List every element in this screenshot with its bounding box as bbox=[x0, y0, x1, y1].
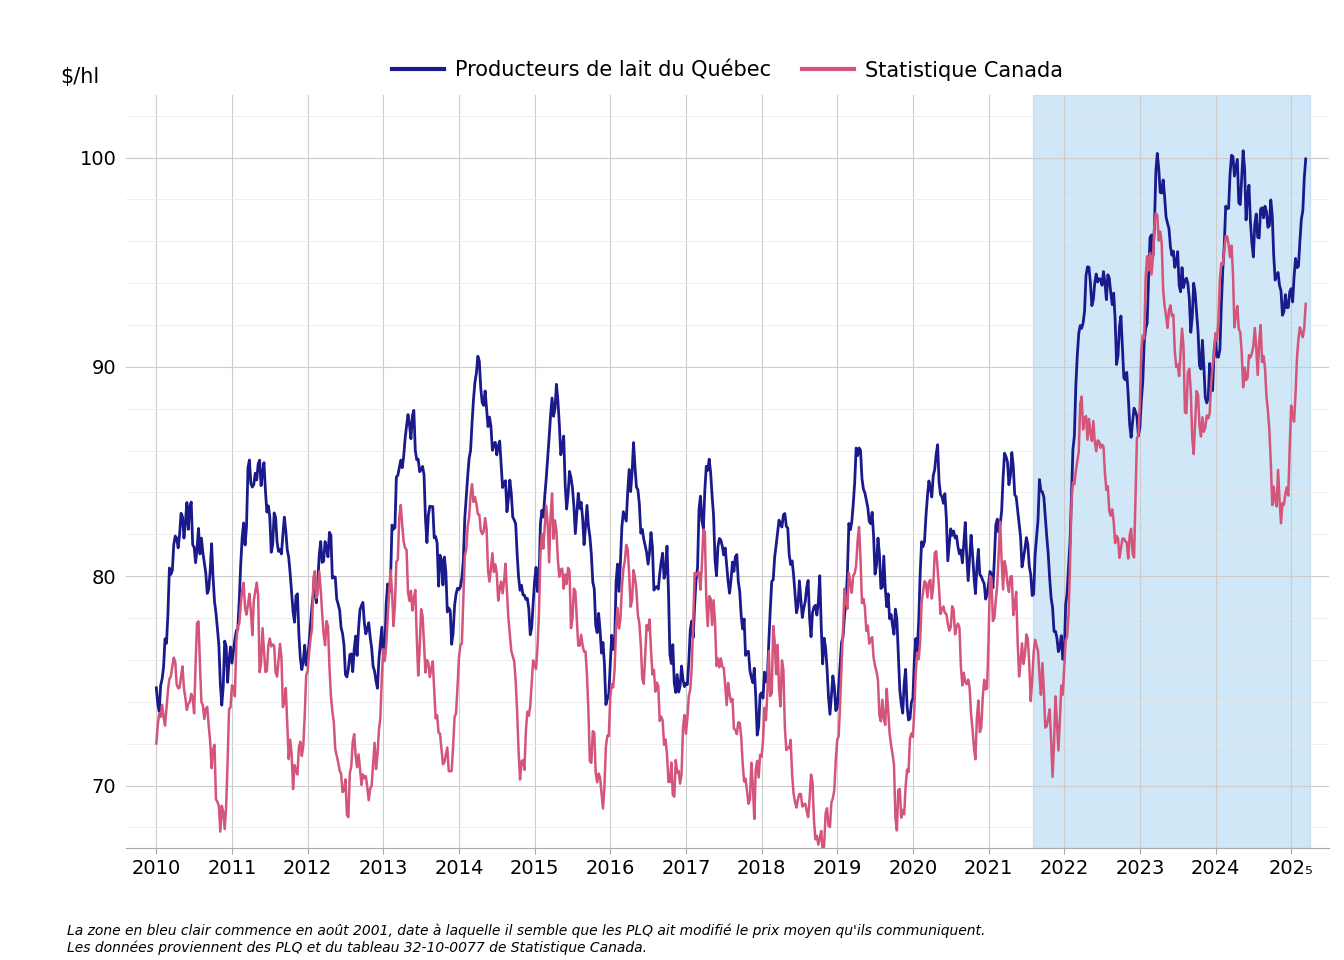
Text: La zone en bleu clair commence en août 2001, date à laquelle il semble que les P: La zone en bleu clair commence en août 2… bbox=[67, 924, 985, 955]
Legend: Producteurs de lait du Québec, Statistique Canada: Producteurs de lait du Québec, Statistiq… bbox=[384, 53, 1071, 89]
Bar bbox=[1032, 95, 1310, 849]
Text: $/hl: $/hl bbox=[60, 67, 99, 87]
